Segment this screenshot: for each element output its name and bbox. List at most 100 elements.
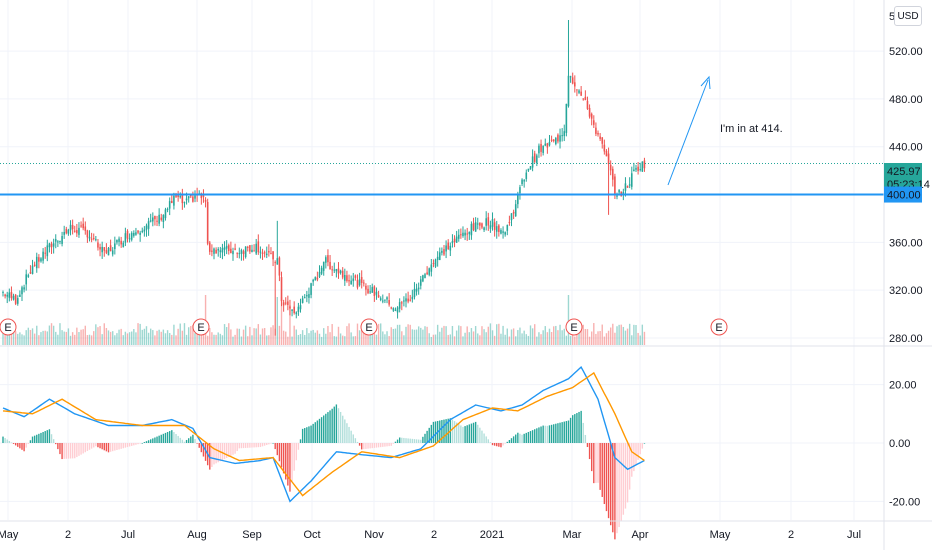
volume-bar [413, 329, 416, 345]
histogram-bar [202, 443, 205, 457]
earnings-marker: E [360, 318, 378, 336]
histogram-bar [217, 443, 219, 463]
histogram-bar [261, 443, 264, 447]
histogram-bar [44, 431, 46, 443]
volume-bar [441, 327, 443, 345]
candle-body [643, 160, 646, 169]
candle-body [107, 247, 110, 256]
histogram-bar [147, 440, 150, 443]
volume-bar [225, 327, 228, 345]
candle-body [523, 180, 525, 182]
histogram-bar [166, 431, 169, 443]
histogram-bar [52, 439, 55, 443]
histogram-bar [2, 436, 4, 443]
volume-bar [377, 323, 380, 345]
histogram-bar [491, 443, 494, 446]
histogram-bar [118, 443, 120, 450]
volume-bar [259, 334, 262, 345]
histogram-bar [367, 443, 369, 449]
candle-body [346, 275, 348, 281]
candle-body [306, 295, 308, 297]
histogram-bar [255, 443, 257, 448]
volume-bar [548, 328, 551, 345]
histogram-bar [485, 436, 487, 443]
candle-body [514, 204, 517, 217]
candle-body [555, 137, 557, 145]
currency-badge[interactable]: USD [894, 6, 922, 26]
candle-body [352, 278, 355, 282]
volume-bar [335, 336, 338, 345]
candle-body [633, 169, 635, 172]
volume-bar [358, 330, 361, 345]
candle-body [189, 195, 192, 197]
histogram-bar [517, 432, 519, 443]
volume-bar [97, 327, 99, 345]
volume-bar [605, 333, 608, 345]
candle-body [141, 230, 144, 232]
volume-bar [217, 332, 219, 345]
volume-bar [443, 325, 445, 345]
candle-body [312, 279, 314, 282]
candle-body [565, 103, 568, 133]
volume-bar [291, 336, 293, 345]
candle-body [595, 127, 597, 134]
volume-bar [574, 336, 576, 345]
volume-bar [183, 323, 186, 345]
histogram-bar [561, 422, 563, 443]
volume-bar [500, 333, 502, 345]
histogram-bar [80, 443, 82, 455]
histogram-bar [93, 443, 95, 448]
volume-bar [447, 334, 449, 345]
candle-body [559, 135, 561, 142]
candle-body [540, 143, 542, 152]
histogram-bar [244, 443, 247, 448]
histogram-bar [382, 443, 384, 447]
volume-bar [50, 323, 53, 345]
volume-bar [348, 323, 350, 345]
volume-bar [508, 336, 511, 345]
volume-bar [538, 332, 540, 345]
candle-body [10, 291, 13, 299]
volume-bar [580, 326, 582, 345]
histogram-bar [534, 429, 536, 443]
histogram-bar [223, 443, 226, 460]
volume-bar [455, 330, 458, 345]
histogram-bar [428, 427, 430, 443]
candle-body [382, 300, 384, 302]
candle-body [289, 306, 291, 309]
histogram-bar [168, 431, 171, 443]
candle-body [360, 277, 363, 283]
histogram-bar [356, 441, 359, 443]
volume-bar [232, 336, 234, 345]
histogram-bar [555, 423, 557, 443]
volume-bar [398, 324, 401, 345]
histogram-bar [171, 430, 173, 443]
candle-body [128, 238, 131, 240]
candle-body [415, 288, 418, 292]
volume-bar [143, 328, 146, 345]
histogram-bar [620, 443, 622, 521]
candle-body [409, 299, 412, 301]
volume-bar [373, 325, 376, 345]
histogram-bar [451, 419, 454, 443]
candle-body [242, 251, 245, 255]
histogram-bar [557, 423, 559, 443]
histogram-bar [599, 443, 601, 490]
histogram-bar [204, 443, 207, 461]
histogram-bar [23, 443, 25, 452]
histogram-bar [133, 443, 135, 446]
volume-bar [515, 336, 517, 345]
candle-body [299, 305, 302, 310]
histogram-bar [489, 442, 492, 443]
candle-body [384, 299, 386, 301]
candle-body [457, 234, 460, 239]
time-axis-tick-label: May [0, 529, 19, 541]
volume-bar [502, 325, 504, 345]
volume-bar [116, 333, 118, 345]
candle-body [297, 306, 300, 312]
histogram-bar [584, 434, 587, 443]
candle-body [538, 145, 540, 154]
candle-body [521, 179, 523, 185]
